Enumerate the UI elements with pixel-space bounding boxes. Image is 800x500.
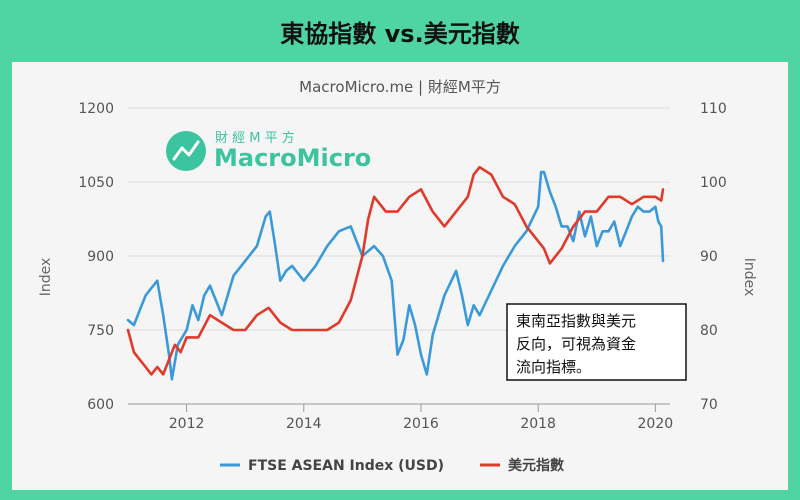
y-right-tick-label: 70: [700, 397, 718, 413]
legend: FTSE ASEAN Index (USD) 美元指數: [220, 457, 564, 474]
y-left-tick-label: 900: [87, 249, 114, 265]
legend-label-ftse[interactable]: FTSE ASEAN Index (USD): [248, 458, 444, 474]
y-right-tick-label: 90: [700, 249, 718, 265]
y-right-tick-label: 100: [700, 175, 727, 191]
x-tick-label: 2020: [638, 416, 674, 432]
legend-label-usd[interactable]: 美元指數: [508, 457, 564, 474]
chart-svg: 財 經 M 平 方 MacroMicro 600 750 900 1050 1200 70…: [38, 78, 757, 474]
axis-ticks: 600 750 900 1050 1200 70 80 90 100 110 2012 2014 201…: [78, 101, 726, 432]
x-tick-label: 2018: [520, 416, 556, 432]
annotation-box: 東南亞指數與美元 反向，可視為資金 流向指標。: [506, 303, 687, 381]
logo: 財 經 M 平 方 MacroMicro: [166, 130, 371, 172]
annotation-line-1: 東南亞指數與美元: [516, 312, 636, 330]
y-left-tick-label: 1200: [78, 101, 114, 117]
logo-subtitle: 財 經 M 平 方: [215, 130, 295, 146]
left-axis-label: Index: [38, 258, 54, 297]
annotation-line-2: 反向，可視為資金: [516, 335, 636, 353]
y-right-tick-label: 110: [700, 101, 727, 117]
series-line-0: [126, 170, 665, 381]
logo-name: MacroMicro: [214, 144, 371, 172]
series-line-1: [126, 165, 665, 376]
x-tick-label: 2016: [403, 416, 439, 432]
x-tick-label: 2014: [286, 416, 322, 432]
header-title: 東協指數 vs.美元指數: [280, 20, 520, 48]
series-lines: [126, 165, 665, 381]
y-right-tick-label: 80: [700, 323, 718, 339]
y-left-tick-label: 600: [87, 397, 114, 413]
annotation-line-3: 流向指標。: [516, 358, 591, 376]
chart-panel: 財 經 M 平 方 MacroMicro 600 750 900 1050 1200 70…: [12, 62, 788, 490]
annotation-frame: [506, 303, 687, 381]
chart-title: MacroMicro.me | 財經M平方: [299, 78, 501, 96]
y-left-tick-label: 750: [87, 323, 114, 339]
y-left-tick-label: 1050: [78, 175, 114, 191]
right-axis-label: Index: [741, 258, 757, 297]
x-tick-label: 2012: [169, 416, 205, 432]
logo-chart-icon: [172, 140, 200, 161]
